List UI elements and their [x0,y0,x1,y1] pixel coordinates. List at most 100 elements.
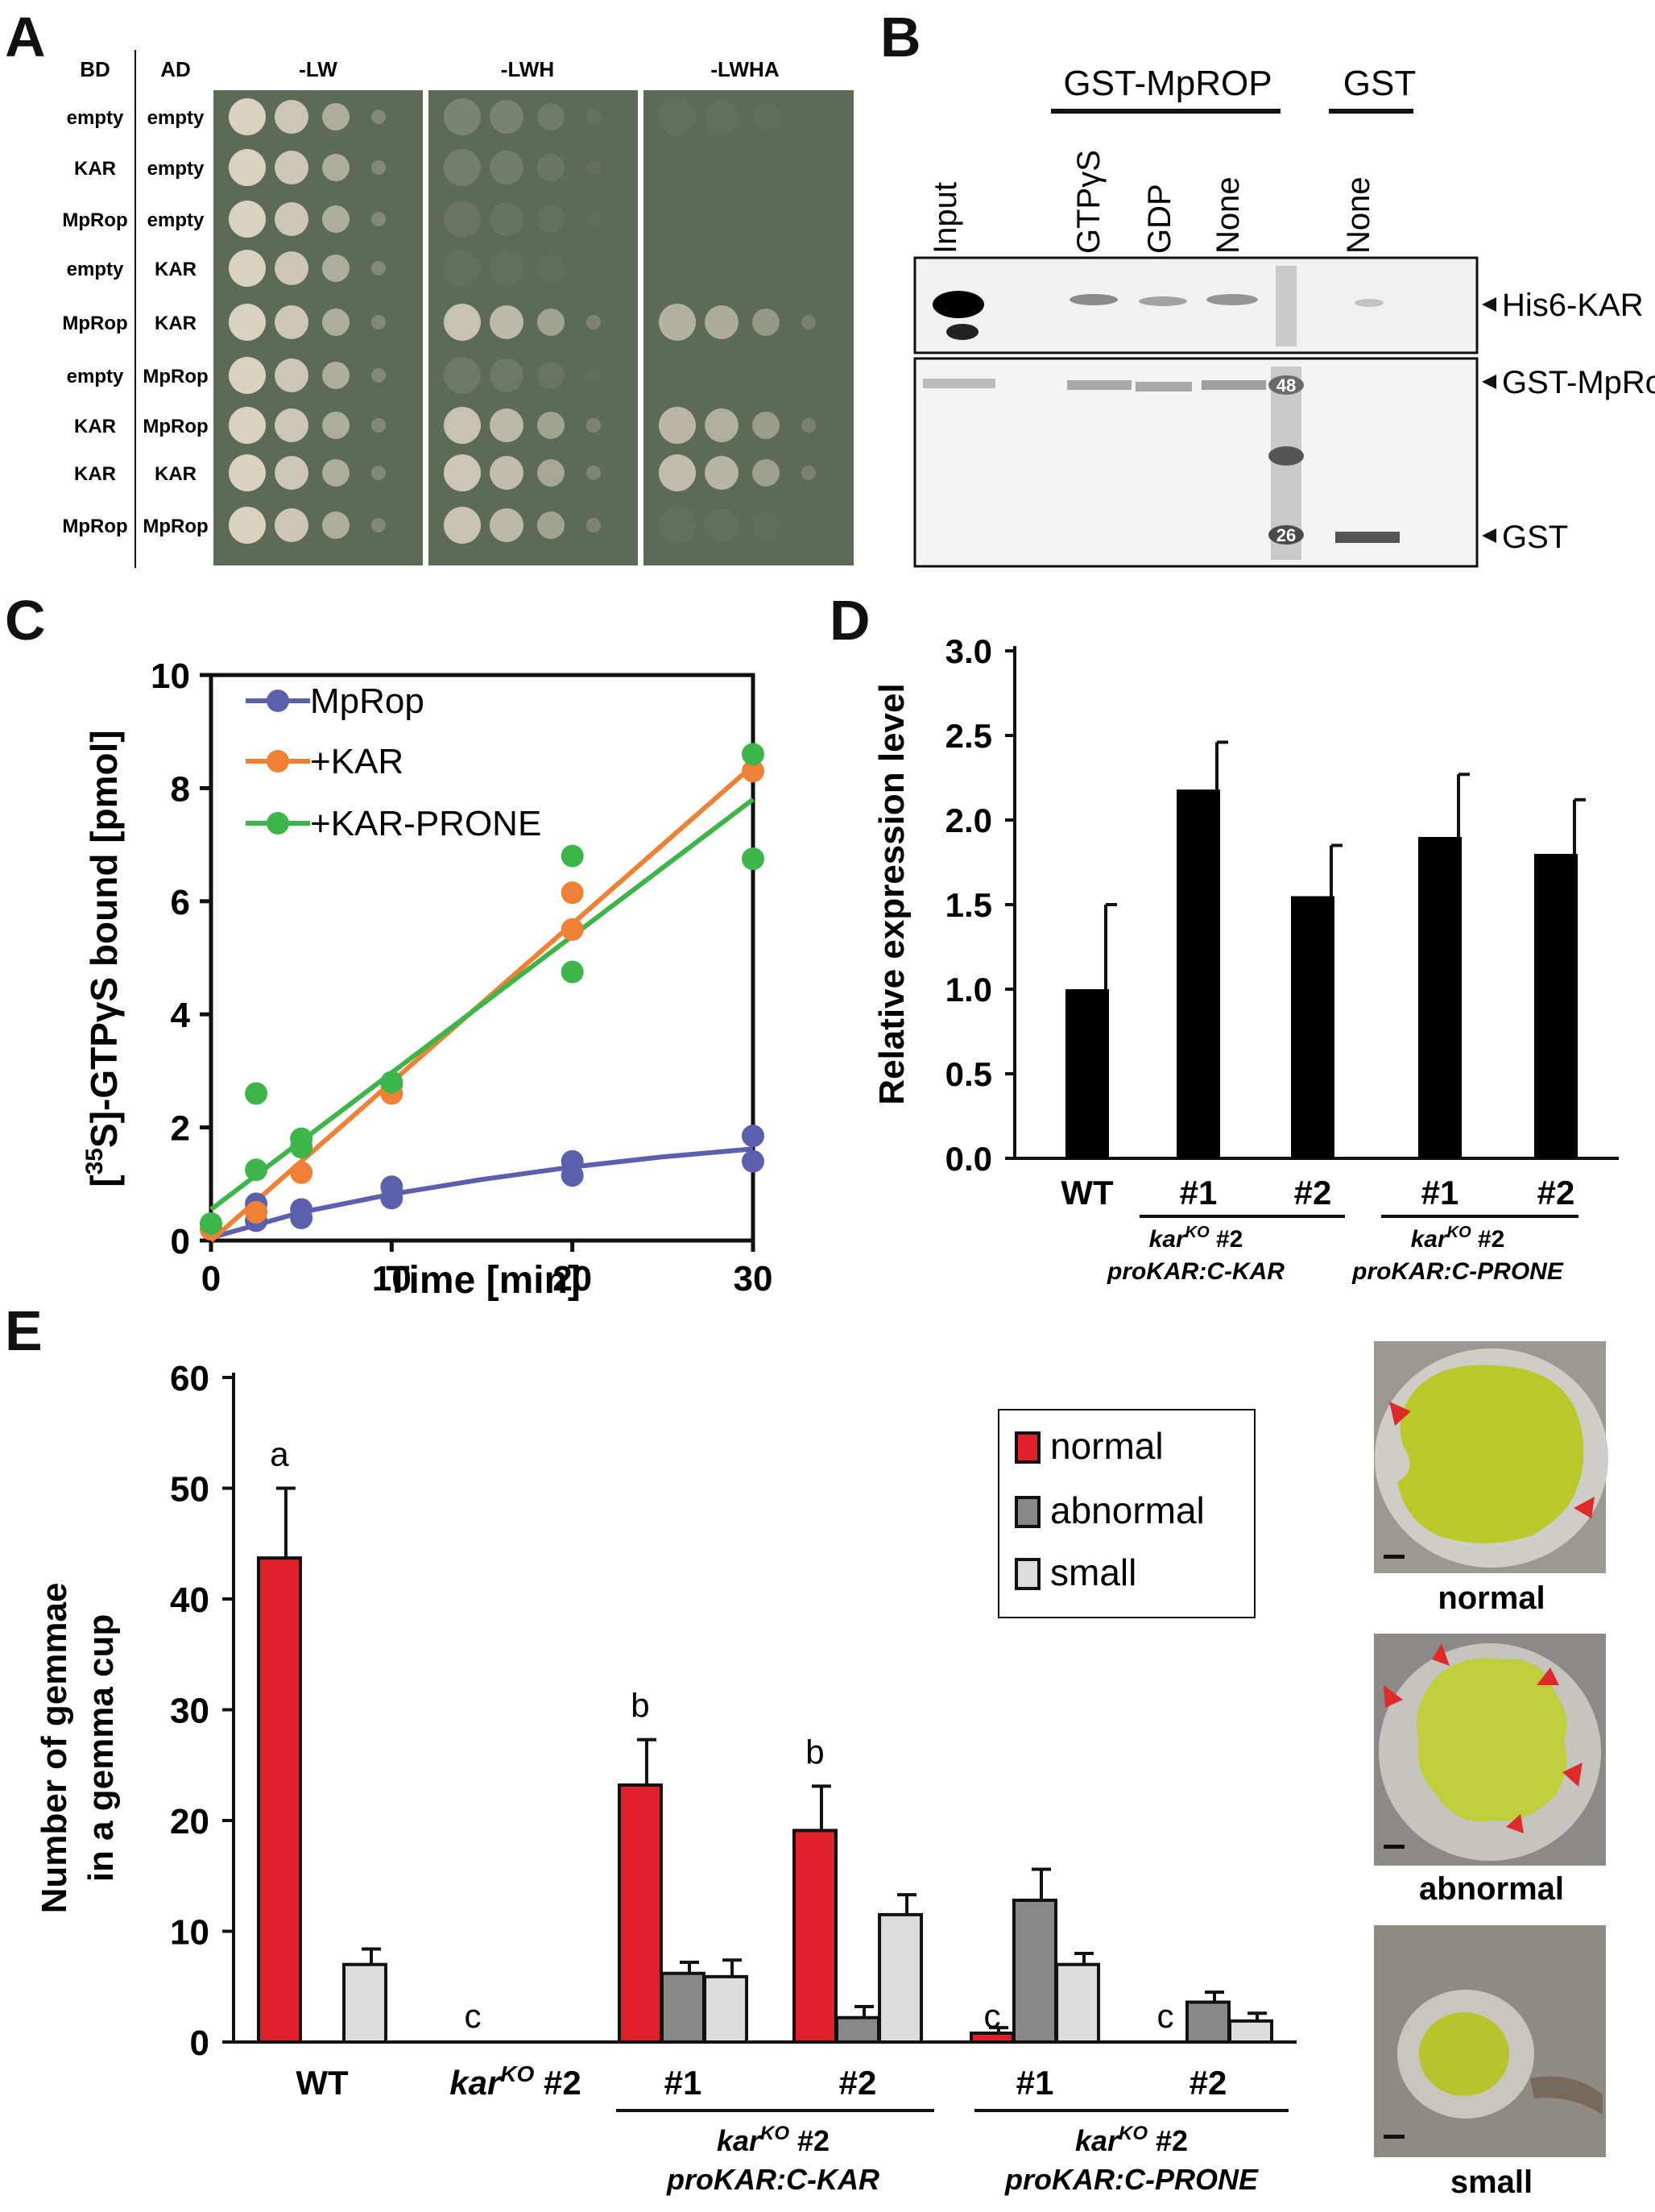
colony-r4-p0-s2 [322,309,350,336]
blot-upper [913,256,1479,354]
colony-r8-p2-s0 [659,507,696,544]
e-sig-letter-2: b [631,1687,649,1725]
e-bar-abnormal-3 [835,2015,880,2044]
c-point-s0-6 [380,1175,403,1199]
c-point-s0-4 [290,1198,313,1221]
d-group-1-line2: proKAR:C-KAR [1107,1258,1285,1285]
c-point-s1-5 [561,918,584,941]
band-none-1 [1206,294,1258,305]
c-xtick-label-0: 0 [201,1259,221,1299]
colony-r1-p0-s3 [371,160,386,175]
panel-letter-b: B [880,6,921,68]
c-xtick-label-3: 30 [734,1259,773,1299]
lane-none-2: None [1341,176,1376,254]
colony-r0-p0-s3 [371,110,386,124]
e-bar-small-3 [878,1912,924,2044]
e-ytick-label-3: 30 [170,1692,209,1731]
bd-label-6: KAR [74,416,116,437]
colony-r2-p1-s2 [537,205,565,233]
colony-r4-p0-s0 [229,304,266,341]
colony-r8-p0-s2 [322,512,350,539]
panel-letter-c: C [5,589,46,652]
colony-r0-p2-s1 [705,100,739,134]
colony-r4-p1-s2 [537,309,565,336]
c-point-s1-6 [561,881,584,905]
c-ytick-label-4: 8 [171,769,190,809]
colony-r8-p2-s1 [705,508,739,542]
panel-letter-e: E [5,1299,43,1362]
colony-r0-p1-s0 [444,98,481,135]
ad-label-6: MpRop [143,416,208,437]
colony-r2-p0-s3 [371,212,386,226]
colony-r7-p2-s3 [801,466,816,480]
c-xlabel: Time [min] [386,1259,581,1302]
bd-label-8: MpRop [62,516,127,537]
bd-label-0: empty [67,107,124,129]
e-bar-small-0 [342,1962,388,2044]
c-point-s2-0 [200,1212,222,1235]
colony-r6-p2-s2 [752,412,780,439]
colony-r8-p0-s0 [229,507,266,544]
colony-r7-p2-s1 [705,456,739,490]
colony-r6-p1-s2 [537,412,565,439]
e-bar-small-4 [1055,1962,1101,2044]
e-category-2: #1 [664,2064,702,2102]
colony-r4-p2-s1 [705,305,739,339]
colony-r1-p1-s3 [586,160,601,175]
e-group-1-line2: proKAR:C-KAR [666,2163,879,2196]
c-legend-marker-2 [267,812,289,835]
d-bar-1 [1177,789,1220,1158]
c-ytick-label-3: 6 [171,883,190,922]
e-bar-normal-0 [256,1556,302,2044]
e-group-2: karKO #2 proKAR:C-PRONE [974,2109,1289,2196]
e-sig-letter-5: c [1156,1997,1173,2035]
colony-r1-p0-s1 [275,151,308,184]
band-gst-mprop-3 [1136,382,1192,391]
arrow-normal-2 [1574,1497,1595,1518]
d-group-1-line1: karKO #2 [1149,1224,1243,1253]
marker-lane-upper [1276,266,1297,346]
e-legend-label-normal: normal [1050,1425,1164,1467]
band-gst-none [1355,299,1384,307]
d-category-2: #2 [1294,1174,1332,1212]
photo-abnormal-label: abnormal [1419,1871,1564,1907]
photo-abnormal-gemma [1416,1658,1567,1822]
e-bar-small-2 [703,1974,749,2044]
c-xtick-label-1: 10 [372,1259,412,1299]
c-point-s2-6 [561,960,584,984]
arrow-abnormal-2 [1537,1667,1559,1685]
label-gst-mprop: GST-MpRop1 [1502,365,1655,400]
panel-e-photos: normal abnormal small [1374,1341,1608,2200]
scalebar-abnormal [1384,1845,1405,1849]
e-legend-swatch-abnormal [1015,1496,1041,1528]
label-gst: GST [1502,520,1568,555]
ad-label-8: MpRop [143,516,208,537]
arrow-abnormal-4 [1562,1763,1583,1787]
e-legend-box [998,1409,1256,1618]
e-sig-letter-1: c [464,1997,481,2035]
ad-label-2: empty [147,209,205,231]
arrow-abnormal-5 [1506,1814,1524,1833]
colony-r3-p0-s1 [275,251,308,285]
e-category-1: karKO #2 [449,2061,581,2102]
d-category-1: #1 [1180,1174,1218,1212]
c-point-s1-7 [742,760,764,783]
d-ytick-label-6: 3.0 [945,632,992,670]
colony-r7-p2-s2 [752,459,780,487]
d-ytick-label-2: 1.0 [945,971,992,1009]
colony-r1-p1-s0 [444,149,481,186]
bd-label-1: KAR [74,158,116,180]
colony-r4-p1-s0 [444,304,481,341]
colony-r5-p1-s3 [586,368,601,383]
band-input-his6kar [933,291,984,318]
medium-lwh-header: -LWH [501,57,554,81]
colony-r2-p1-s1 [490,202,523,236]
ad-label-4: KAR [155,313,197,334]
colony-r1-p1-s1 [490,151,523,184]
colony-r8-p1-s2 [537,512,565,539]
scalebar-small [1384,2135,1405,2139]
colony-r7-p0-s0 [229,454,266,491]
lane-none-1: None [1210,176,1246,254]
c-ytick-label-1: 2 [171,1109,190,1149]
colony-r2-p1-s0 [444,201,481,238]
